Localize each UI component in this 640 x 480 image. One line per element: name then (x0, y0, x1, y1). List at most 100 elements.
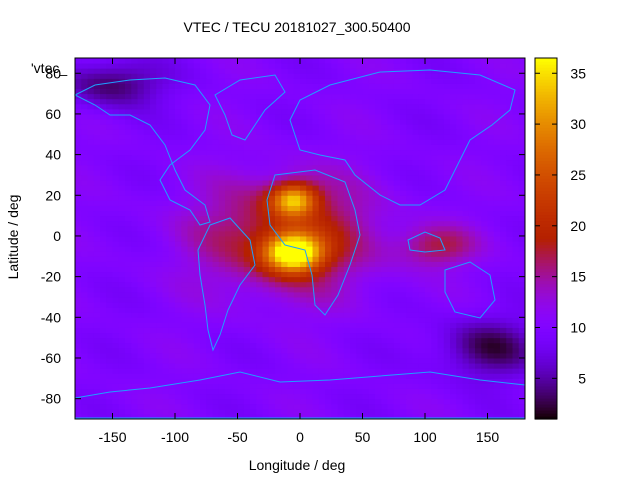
heatmap-cell (75, 124, 82, 130)
heatmap-cell (150, 139, 157, 145)
heatmap-cell (443, 159, 451, 166)
heatmap-cell (393, 103, 401, 110)
heatmap-cell (156, 200, 163, 206)
heatmap-cell (237, 378, 245, 384)
heatmap-cell (506, 302, 513, 308)
heatmap-cell (506, 83, 513, 89)
heatmap-cell (150, 98, 157, 105)
heatmap-cell (331, 398, 338, 405)
heatmap-cell (143, 312, 151, 318)
heatmap-cell (275, 403, 282, 410)
heatmap-cell (243, 215, 251, 222)
heatmap-cell (231, 246, 238, 252)
heatmap-cell (387, 113, 395, 120)
heatmap-cell (262, 352, 270, 359)
heatmap-cell (487, 108, 495, 115)
heatmap-cell (356, 98, 363, 105)
heatmap-cell (218, 342, 226, 349)
heatmap-cell (381, 134, 388, 140)
heatmap-cell (87, 296, 95, 303)
heatmap-cell (181, 251, 188, 257)
heatmap-cell (425, 347, 432, 354)
heatmap-cell (143, 139, 151, 145)
heatmap-cell (225, 88, 232, 95)
heatmap-cell (250, 129, 257, 135)
heatmap-cell (131, 68, 138, 74)
heatmap-cell (306, 291, 313, 298)
heatmap-cell (456, 144, 463, 151)
heatmap-cell (106, 276, 113, 283)
heatmap-cell (293, 337, 301, 344)
heatmap-cell (181, 307, 188, 313)
heatmap-cell (231, 230, 238, 237)
heatmap-cell (225, 246, 232, 252)
heatmap-cell (437, 291, 445, 298)
heatmap-cell (393, 119, 401, 125)
heatmap-cell (168, 322, 176, 328)
heatmap-cell (337, 373, 345, 379)
heatmap-cell (131, 296, 138, 303)
heatmap-cell (118, 302, 126, 308)
heatmap-cell (506, 98, 513, 105)
heatmap-cell (256, 251, 263, 257)
heatmap-cell (350, 388, 357, 395)
heatmap-cell (193, 108, 201, 115)
heatmap-cell (331, 154, 338, 161)
heatmap-cell (231, 144, 238, 151)
heatmap-cell (275, 88, 282, 95)
heatmap-cell (200, 337, 207, 344)
heatmap-cell (475, 149, 482, 156)
heatmap-cell (343, 215, 351, 222)
heatmap-cell (468, 98, 476, 105)
heatmap-cell (218, 210, 226, 217)
heatmap-cell (137, 149, 145, 156)
heatmap-cell (150, 159, 157, 166)
heatmap-cell (243, 261, 251, 267)
heatmap-cell (131, 408, 138, 415)
heatmap-cell (300, 180, 307, 186)
heatmap-cell (212, 388, 220, 395)
heatmap-cell (306, 327, 313, 334)
heatmap-cell (287, 342, 295, 349)
heatmap-cell (175, 317, 182, 323)
heatmap-cell (106, 388, 113, 395)
heatmap-cell (100, 200, 107, 206)
heatmap-cell (250, 383, 257, 389)
heatmap-cell (462, 276, 470, 283)
heatmap-cell (81, 327, 88, 334)
heatmap-cell (343, 235, 351, 242)
heatmap-cell (468, 235, 476, 242)
heatmap-cell (400, 388, 407, 395)
heatmap-cell (425, 357, 432, 364)
heatmap-cell (293, 225, 301, 232)
heatmap-cell (275, 322, 282, 328)
heatmap-cell (362, 68, 370, 74)
heatmap-cell (487, 413, 495, 420)
heatmap-cell (437, 78, 445, 84)
heatmap-cell (293, 119, 301, 125)
heatmap-cell (162, 403, 170, 410)
heatmap-cell (375, 337, 382, 344)
heatmap-cell (343, 180, 351, 186)
heatmap-cell (243, 230, 251, 237)
heatmap-cell (87, 73, 95, 79)
heatmap-cell (512, 302, 520, 308)
heatmap-cell (487, 368, 495, 374)
heatmap-cell (112, 220, 120, 227)
heatmap-cell (131, 180, 138, 186)
heatmap-cell (181, 210, 188, 217)
heatmap-cell (425, 180, 432, 186)
heatmap-cell (412, 378, 420, 384)
heatmap-cell (425, 281, 432, 288)
heatmap-cell (300, 302, 307, 308)
heatmap-cell (162, 139, 170, 145)
heatmap-cell (250, 291, 257, 298)
heatmap-cell (356, 144, 363, 151)
heatmap-cell (325, 139, 332, 145)
heatmap-cell (487, 220, 495, 227)
heatmap-cell (512, 190, 520, 196)
heatmap-cell (175, 113, 182, 120)
heatmap-cell (375, 220, 382, 227)
heatmap-cell (481, 271, 488, 278)
heatmap-cell (468, 281, 476, 288)
